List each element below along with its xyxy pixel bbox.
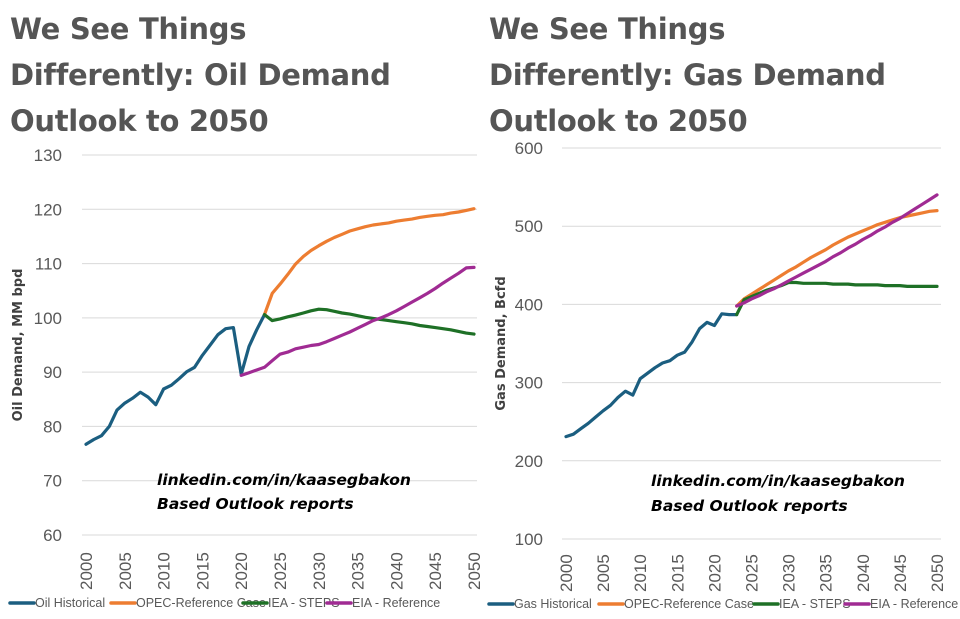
y-tick-label: 130 [34, 146, 62, 165]
x-tick-label: 2000 [557, 554, 576, 592]
watermark-text: Based Outlook reports [651, 497, 848, 515]
x-tick-label: 2020 [705, 554, 724, 592]
legend-label: Gas Historical [514, 597, 592, 611]
x-tick-label: 2010 [155, 552, 174, 590]
x-tick-label: 2050 [465, 552, 484, 590]
y-tick-label: 120 [34, 200, 62, 219]
y-tick-label: 100 [34, 309, 62, 328]
x-tick-label: 2005 [116, 552, 135, 590]
x-tick-label: 2020 [232, 552, 251, 590]
series-line-opec-reference-case [262, 207, 476, 317]
legend-label: EIA - Reference [870, 597, 958, 611]
title-line: We See Things [10, 12, 247, 46]
gas-chart-title: We See Things Differently: Gas Demand Ou… [489, 6, 886, 144]
y-axis-label: Oil Demand, MM bpd [11, 269, 26, 422]
legend-label: IEA - STEPS [268, 596, 340, 610]
title-line: Differently: Gas Demand [489, 58, 886, 92]
y-tick-label: 60 [43, 526, 62, 545]
x-tick-label: 2025 [271, 552, 290, 590]
legend-label: IEA - STEPS [779, 597, 851, 611]
series-line-eia-reference [735, 193, 939, 308]
y-tick-label: 600 [515, 139, 543, 158]
x-tick-label: 2010 [631, 554, 650, 592]
series-line-eia-reference [239, 265, 476, 377]
x-tick-label: 2035 [817, 554, 836, 592]
y-axis-label: Gas Demand, Bcfd [494, 276, 509, 410]
title-line: Outlook to 2050 [10, 104, 269, 138]
title-line: Outlook to 2050 [489, 104, 748, 138]
watermark-text: Based Outlook reports [157, 495, 354, 513]
x-tick-label: 2045 [891, 554, 910, 592]
legend-label: EIA - Reference [352, 596, 440, 610]
y-tick-label: 90 [43, 363, 62, 382]
y-tick-label: 110 [35, 255, 62, 274]
series-line-oil-historical [84, 313, 267, 446]
x-tick-label: 2040 [854, 554, 873, 592]
oil-chart-title: We See Things Differently: Oil Demand Ou… [10, 6, 391, 144]
x-tick-label: 2000 [77, 552, 96, 590]
legend-label: OPEC-Reference Case [624, 597, 754, 611]
watermark-text: linkedin.com/in/kaasegbakon [157, 471, 411, 489]
x-tick-label: 2005 [594, 554, 613, 592]
x-tick-label: 2040 [387, 552, 406, 590]
series-line-gas-historical [564, 312, 739, 439]
x-tick-label: 2015 [668, 554, 687, 592]
x-tick-label: 2030 [780, 554, 799, 592]
title-line: Differently: Oil Demand [10, 58, 391, 92]
y-tick-label: 80 [43, 417, 62, 436]
y-tick-label: 500 [515, 217, 543, 236]
legend-label: Oil Historical [35, 596, 105, 610]
x-tick-label: 2035 [349, 552, 368, 590]
watermark-text: linkedin.com/in/kaasegbakon [651, 472, 905, 490]
x-tick-label: 2030 [310, 552, 329, 590]
title-line: We See Things [489, 12, 726, 46]
y-tick-label: 70 [43, 472, 62, 491]
y-tick-label: 100 [515, 530, 543, 549]
y-tick-label: 200 [515, 452, 543, 471]
series-line-iea-steps [262, 307, 476, 336]
x-tick-label: 2015 [193, 552, 212, 590]
y-tick-label: 300 [515, 374, 543, 393]
series-line-iea-steps [735, 280, 939, 317]
x-tick-label: 2045 [426, 552, 445, 590]
y-tick-label: 400 [515, 295, 543, 314]
legend-label: OPEC-Reference Case [136, 596, 266, 610]
x-tick-label: 2050 [928, 554, 947, 592]
x-tick-label: 2025 [743, 554, 762, 592]
